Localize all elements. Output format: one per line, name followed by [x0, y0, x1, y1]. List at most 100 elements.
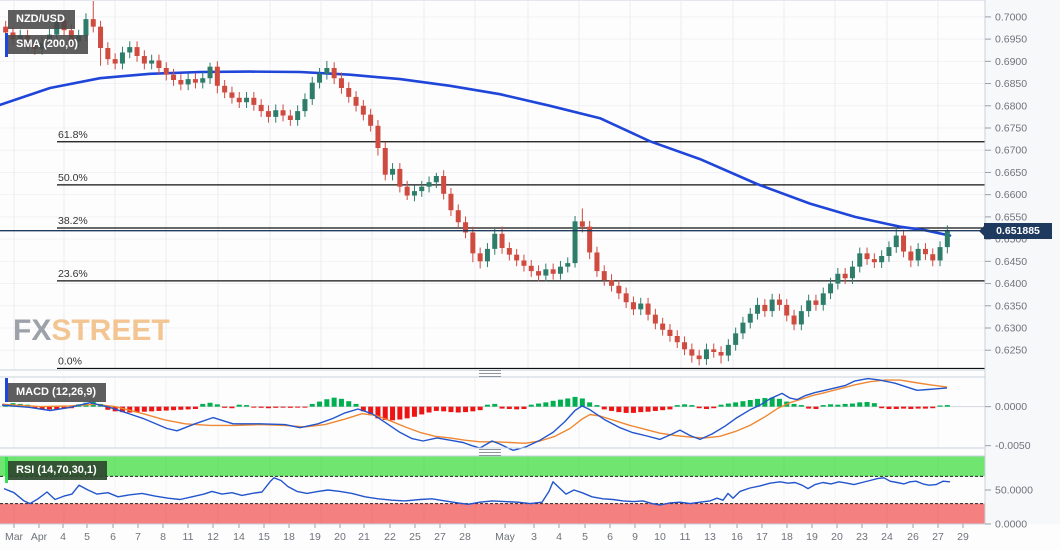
candle-body: [652, 314, 658, 324]
price-axis-label: 0.6350: [995, 300, 1027, 312]
macd-histogram-bar: [463, 406, 469, 413]
x-axis-label: 20: [334, 531, 346, 543]
macd-histogram-bar: [433, 406, 439, 411]
candle-body: [930, 254, 936, 261]
price-axis-label: 0.6900: [995, 56, 1027, 68]
macd-histogram-bar: [740, 401, 746, 407]
candle-body: [141, 56, 147, 64]
macd-histogram-bar: [338, 398, 344, 407]
candle-body: [207, 66, 213, 79]
macd-histogram-bar: [477, 406, 483, 411]
candle-body: [864, 253, 870, 260]
macd-histogram-bar: [835, 404, 841, 407]
candle-body: [185, 79, 191, 85]
macd-histogram-bar: [375, 406, 381, 419]
macd-histogram-bar: [645, 406, 651, 412]
candle-body: [842, 273, 848, 279]
rsi-indicator-chip[interactable]: RSI (14,70,30,1): [8, 461, 107, 480]
macd-histogram-bar: [820, 405, 826, 407]
panel-resize-grip-macd[interactable]: [479, 370, 501, 377]
candle-body: [397, 168, 403, 187]
macd-histogram-bar: [32, 406, 38, 409]
macd-histogram-bar: [944, 405, 950, 407]
macd-histogram-bar: [156, 406, 162, 411]
candle-body: [302, 99, 308, 112]
macd-histogram-bar: [806, 406, 812, 409]
candle-body: [229, 92, 235, 98]
candle-body: [492, 233, 498, 249]
macd-histogram-bar: [937, 405, 943, 407]
x-axis-label: 19: [806, 531, 818, 543]
fxstreet-watermark: FXSTREET: [13, 314, 170, 348]
candle-body: [944, 230, 950, 248]
x-axis-label: 28: [459, 531, 471, 543]
candle-body: [192, 79, 198, 83]
macd-histogram-bar: [192, 406, 198, 409]
candle-body: [630, 302, 636, 310]
x-axis-label: 14: [233, 531, 245, 543]
macd-histogram-bar: [46, 406, 52, 410]
macd-signal-line: [1, 379, 948, 444]
macd-histogram-bar: [236, 404, 242, 407]
candle-body: [156, 60, 162, 68]
candle-body: [258, 104, 264, 112]
symbol-chip[interactable]: NZD/USD: [8, 10, 75, 29]
candle-body: [287, 115, 293, 120]
candle-body: [645, 303, 651, 315]
macd-histogram-bar: [185, 406, 191, 410]
candle-body: [579, 221, 585, 227]
macd-histogram-bar: [346, 401, 352, 407]
candle-body: [506, 248, 512, 255]
macd-histogram-bar: [674, 405, 680, 407]
x-axis-label: 3: [531, 531, 537, 543]
candle-body: [375, 125, 381, 148]
candle-body: [528, 265, 534, 272]
candle-body: [382, 148, 388, 175]
fib-level-label: 50.0%: [58, 172, 88, 184]
candle-body: [908, 251, 914, 261]
macd-histogram-bar: [572, 396, 578, 407]
macd-indicator-chip[interactable]: MACD (12,26,9): [8, 383, 107, 402]
x-axis-label: 13: [704, 531, 716, 543]
x-axis-label: 11: [183, 531, 194, 543]
candle-body: [747, 313, 753, 323]
candle-body: [915, 248, 921, 261]
sma-indicator-chip[interactable]: SMA (200,0): [8, 35, 88, 54]
price-axis-label: 0.6800: [995, 100, 1027, 112]
macd-axis-label: 0.0000: [995, 401, 1027, 413]
macd-histogram-bar: [265, 406, 271, 409]
candle-body: [477, 253, 483, 262]
candle-body: [791, 315, 797, 325]
macd-histogram-bar: [280, 406, 286, 408]
macd-histogram-bar: [718, 404, 724, 407]
panel-resize-grip-rsi[interactable]: [479, 449, 501, 456]
macd-histogram-bar: [776, 398, 782, 407]
macd-histogram-bar: [550, 400, 556, 407]
candle-body: [3, 26, 9, 33]
candle-body: [280, 110, 286, 116]
candle-body: [441, 176, 447, 194]
macd-histogram-bar: [141, 406, 147, 412]
macd-histogram-bar: [689, 405, 695, 407]
watermark-street: STREET: [51, 314, 170, 347]
macd-histogram-bar: [163, 406, 169, 411]
candle-body: [543, 269, 549, 276]
x-axis-label: 8: [160, 531, 166, 543]
macd-histogram-bar: [747, 400, 753, 407]
candle-body: [390, 168, 396, 175]
macd-histogram-bar: [295, 406, 301, 408]
macd-histogram-bar: [849, 403, 855, 407]
macd-histogram-bar: [229, 406, 235, 409]
candle-body: [682, 342, 688, 350]
price-axis-label: 0.6750: [995, 123, 1027, 135]
candle-body: [776, 299, 782, 305]
candle-body: [703, 349, 709, 360]
x-axis-label: 22: [384, 531, 396, 543]
candle-body: [638, 303, 644, 310]
rsi-axis-label: 50.0000: [995, 485, 1033, 497]
macd-histogram-bar: [470, 406, 476, 412]
macd-histogram-bar: [448, 406, 454, 413]
price-axis-label: 0.6950: [995, 34, 1027, 46]
fib-level-label: 23.6%: [58, 268, 88, 280]
